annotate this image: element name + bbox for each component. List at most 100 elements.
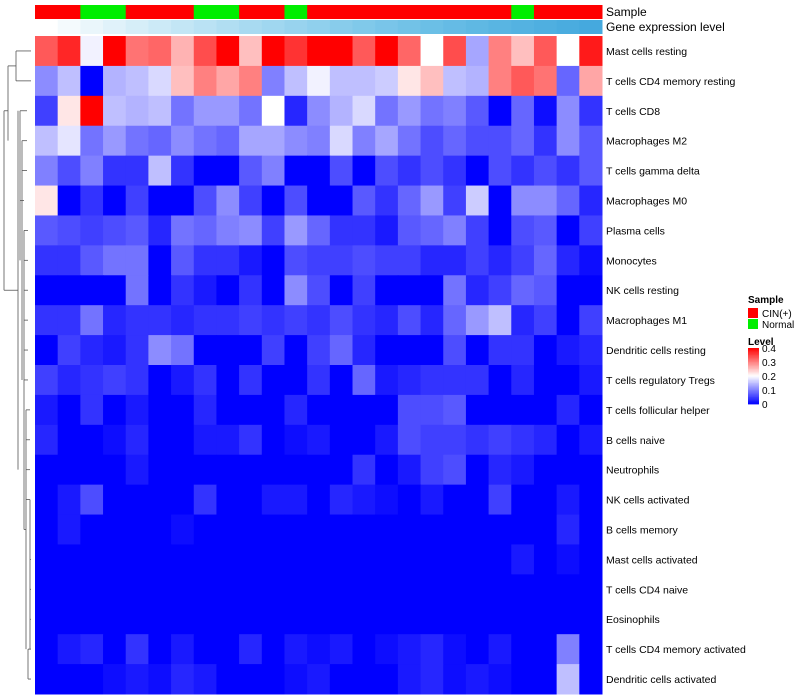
annotation-level-cell <box>80 20 104 34</box>
heatmap-cell <box>488 185 512 216</box>
heatmap-cell <box>216 95 240 127</box>
heatmap-cell <box>239 36 263 67</box>
heatmap-cell <box>556 664 580 695</box>
row-label: Monocytes <box>606 255 657 267</box>
heatmap-cell <box>261 185 285 216</box>
annotation-sample-cell <box>397 5 422 19</box>
heatmap-cell <box>261 394 285 426</box>
heatmap-cell <box>375 65 399 97</box>
heatmap-cell <box>579 454 603 486</box>
heatmap-cell <box>148 36 172 67</box>
annotation-tracks <box>35 5 603 34</box>
heatmap-cell <box>193 95 217 127</box>
heatmap-cell <box>556 514 580 545</box>
legend-gradient-step <box>748 353 759 356</box>
heatmap-cell <box>375 245 399 276</box>
heatmap-cell <box>420 454 444 486</box>
heatmap-cell <box>171 394 195 426</box>
heatmap-cell <box>35 544 59 575</box>
heatmap-cell <box>261 155 285 187</box>
annotation-sample-cell <box>443 5 467 19</box>
heatmap-cell <box>148 514 172 545</box>
annotation-sample-cell <box>352 5 376 19</box>
heatmap-cell <box>397 604 422 635</box>
heatmap-cell <box>488 36 512 67</box>
row-label: Plasma cells <box>606 225 665 237</box>
legend-gradient-step <box>748 383 759 385</box>
legend-gradient-step <box>748 360 759 363</box>
heatmap-cell <box>556 245 580 276</box>
heatmap-cell <box>148 484 172 516</box>
heatmap-cell <box>533 335 558 366</box>
heatmap-cell <box>148 95 172 127</box>
heatmap-cell <box>465 574 490 605</box>
heatmap-cell <box>35 305 59 336</box>
annotation-sample-cell <box>375 5 399 19</box>
heatmap-cell <box>420 245 444 276</box>
heatmap-cell <box>193 484 217 516</box>
heatmap-cell <box>443 365 467 396</box>
heatmap-cell <box>352 394 376 426</box>
heatmap-cell <box>261 424 285 456</box>
heatmap-cell <box>35 215 59 246</box>
heatmap-cell <box>397 305 422 336</box>
heatmap-cell <box>579 305 603 336</box>
heatmap-cell <box>57 484 81 516</box>
heatmap-cell <box>579 514 603 545</box>
heatmap-cell <box>239 305 263 336</box>
heatmap-cell <box>125 574 149 605</box>
heatmap-cell <box>465 95 490 127</box>
annotation-level-cell <box>533 20 558 34</box>
heatmap-cell <box>239 245 263 276</box>
heatmap-cell <box>103 275 127 306</box>
heatmap-cell <box>284 245 308 276</box>
heatmap-cell <box>80 95 104 127</box>
heatmap-cell <box>284 604 308 635</box>
legend-gradient-step <box>748 363 759 366</box>
row-dendrogram <box>3 50 31 680</box>
heatmap-cell <box>465 484 490 516</box>
heatmap-cell <box>35 65 59 97</box>
heatmap-cell <box>352 275 376 306</box>
heatmap-cell <box>307 544 331 575</box>
heatmap-cell <box>352 185 376 216</box>
heatmap-cell <box>375 95 399 127</box>
heatmap-cell <box>420 215 444 246</box>
annotation-level-cell <box>261 20 285 34</box>
row-label: T cells CD4 memory activated <box>606 644 746 656</box>
heatmap-cell <box>352 65 376 97</box>
annotation-sample-cell <box>80 5 104 19</box>
heatmap-cell <box>397 215 422 246</box>
heatmap-cell <box>80 604 104 635</box>
heatmap-cell <box>239 604 263 635</box>
heatmap-cell <box>488 125 512 157</box>
annotation-sample-cell <box>216 5 240 19</box>
heatmap-cell <box>397 664 422 695</box>
heatmap-cell <box>80 245 104 276</box>
heatmap-cell <box>511 514 535 545</box>
row-label: NK cells activated <box>606 495 690 507</box>
legend-gradient-step <box>748 349 759 352</box>
heatmap-cell <box>579 65 603 97</box>
heatmap-cell <box>488 604 512 635</box>
annotation-level-cell <box>352 20 376 34</box>
annotation-level-cell <box>193 20 217 34</box>
heatmap-cell <box>216 424 240 456</box>
annotation-level-cell <box>307 20 331 34</box>
heatmap-cell <box>488 424 512 456</box>
annotation-sample-cell <box>420 5 444 19</box>
heatmap-cell <box>511 484 535 516</box>
annotation-level-cell <box>148 20 172 34</box>
heatmap-cell <box>579 604 603 635</box>
heatmap-cell <box>465 394 490 426</box>
heatmap-cell <box>103 185 127 216</box>
heatmap-cell <box>352 514 376 545</box>
heatmap-cell <box>216 125 240 157</box>
heatmap-cell <box>420 514 444 545</box>
row-label: B cells naive <box>606 435 665 447</box>
heatmap-cell <box>443 125 467 157</box>
heatmap-cell <box>556 65 580 97</box>
heatmap-cell <box>465 305 490 336</box>
heatmap-cell <box>533 424 558 456</box>
